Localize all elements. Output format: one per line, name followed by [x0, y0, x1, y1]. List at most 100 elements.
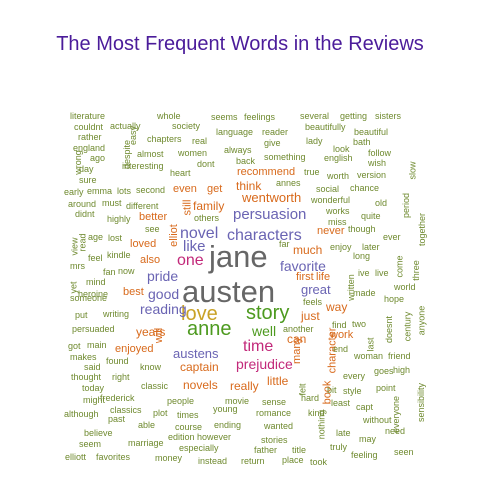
word-life: life [316, 271, 331, 283]
word-wrong: wrong [72, 150, 83, 175]
word-instead: instead [198, 456, 228, 466]
word-seems: seems [211, 112, 238, 122]
word-favorite: favorite [280, 258, 326, 274]
word-mind: mind [86, 277, 106, 287]
word-sure: sure [79, 175, 97, 185]
word-many: many [290, 337, 303, 364]
word-interesting: interesting [122, 161, 164, 171]
word-like: like [183, 238, 206, 255]
word-lady: lady [306, 136, 323, 146]
word-know: know [140, 362, 162, 372]
word-getting: getting [340, 111, 368, 121]
word-age: age [88, 232, 104, 242]
word-makes: makes [70, 352, 97, 362]
word-edition: edition [168, 432, 195, 442]
word-austens: austens [173, 346, 219, 361]
word-enjoy: enjoy [330, 242, 352, 252]
word-late: late [336, 428, 351, 438]
word-will: will [153, 327, 166, 344]
word-took: took [310, 457, 328, 467]
word-bath: bath [353, 137, 371, 147]
word-austen: austen [182, 274, 276, 309]
word-need: need [385, 426, 406, 436]
word-old: old [375, 198, 388, 208]
word-frederick: frederick [100, 393, 135, 403]
word-without: without [363, 415, 392, 425]
word-capt: capt [356, 402, 374, 412]
word-live: live [375, 268, 389, 278]
word-find: find [332, 320, 347, 330]
word-especially: especially [179, 443, 219, 453]
word-ive: ive [358, 268, 370, 278]
word-today: today [82, 383, 105, 393]
word-anyone: anyone [416, 305, 427, 336]
word-times: times [177, 410, 199, 420]
word-yet: yet [68, 281, 79, 294]
word-every: every [343, 371, 366, 381]
word-elliott: elliott [65, 452, 87, 462]
word-better: better [139, 211, 168, 223]
word-way: way [326, 300, 348, 314]
word-seen: seen [394, 447, 414, 457]
word-classic: classic [141, 381, 169, 391]
word-main: main [87, 340, 107, 350]
word-great: great [301, 282, 331, 297]
word-much: much [293, 243, 323, 257]
word-back: back [236, 156, 256, 166]
word-least: least [331, 398, 351, 408]
word-money: money [155, 453, 183, 463]
word-fan: fan [103, 267, 116, 277]
word-marriage: marriage [128, 438, 164, 448]
word-persuasion: persuasion [233, 206, 307, 223]
word-social: social [316, 184, 340, 194]
word-just: just [301, 309, 320, 323]
word-literature: literature [70, 111, 106, 121]
word-nothing: nothing [316, 409, 327, 440]
word-novels: novels [183, 378, 218, 392]
word-ending: ending [214, 420, 242, 430]
word-however: however [197, 432, 232, 442]
word-wentworth: wentworth [242, 190, 302, 205]
word-almost: almost [137, 149, 164, 159]
word-said: said [84, 362, 101, 372]
word-ever: ever [383, 232, 401, 242]
word-others: others [194, 213, 220, 223]
word-sisters: sisters [375, 111, 402, 121]
word-feeling: feeling [351, 450, 378, 460]
word-hard: hard [301, 393, 320, 403]
word-true: true [304, 167, 320, 177]
word-together: together [417, 212, 428, 247]
word-jane: jane [209, 239, 268, 274]
word-father: father [254, 445, 278, 455]
word-miss: miss [328, 217, 347, 227]
word-thought: thought [71, 372, 102, 382]
word-found: found [106, 356, 129, 366]
word-day: day [79, 164, 94, 174]
word-worth: worth [327, 171, 350, 181]
word-couldnt: couldnt [74, 122, 104, 132]
word-point: point [376, 383, 396, 393]
word-novel: novel [180, 225, 219, 242]
word-give: give [264, 138, 281, 148]
word-persuaded: persuaded [72, 324, 115, 334]
word-loved: loved [130, 238, 157, 250]
word-wonderful: wonderful [311, 195, 351, 205]
word-writing: writing [103, 309, 130, 319]
word-characters: characters [227, 227, 302, 244]
word-classics: classics [110, 405, 142, 415]
word-heart: heart [170, 168, 191, 178]
word-two: two [352, 319, 367, 329]
word-heroine: heroine [78, 289, 109, 299]
word-ago: ago [90, 153, 106, 163]
word-sense: sense [262, 397, 287, 407]
word-movie: movie [225, 396, 250, 406]
word-lost: lost [108, 233, 123, 243]
word-pride: pride [147, 268, 179, 284]
word-later: later [362, 242, 380, 252]
word-english: english [324, 153, 353, 163]
word-also: also [140, 254, 161, 266]
word-england: england [73, 143, 106, 153]
word-wanted: wanted [264, 421, 294, 431]
word-version: version [357, 170, 387, 180]
word-never: never [317, 225, 345, 237]
